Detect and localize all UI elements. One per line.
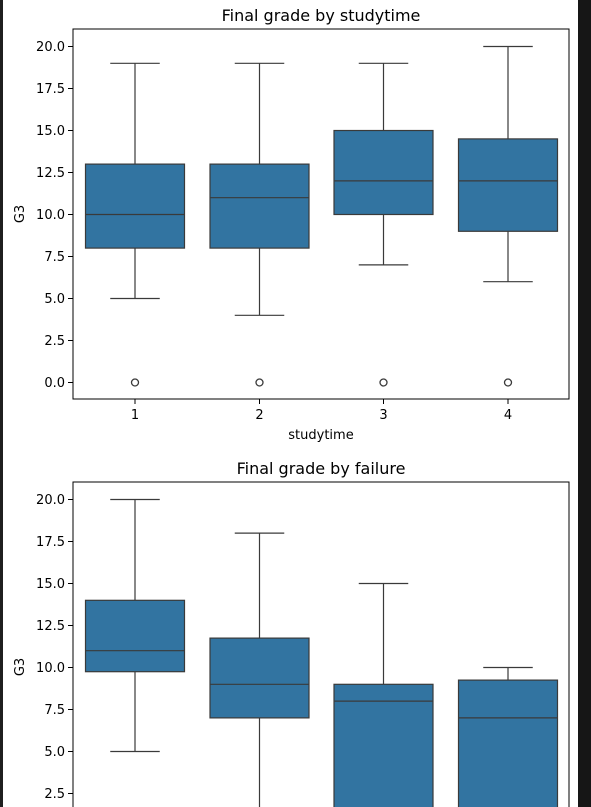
y-tick-label: 17.5: [36, 82, 65, 97]
y-tick-label: 10.0: [36, 661, 65, 676]
y-axis-label-2: G3: [13, 658, 28, 676]
box-iqr: [333, 129, 434, 216]
y-tick-label: 20.0: [36, 493, 65, 508]
y-tick-label: 15.0: [36, 577, 65, 592]
y-tick-label: 7.5: [44, 703, 65, 718]
box-iqr: [84, 599, 186, 673]
chart-title-1: Final grade by studytime: [222, 6, 421, 25]
box-iqr: [84, 163, 186, 249]
y-tick-label: 5.0: [44, 745, 65, 760]
chart-title-2: Final grade by failure: [237, 459, 406, 478]
y-tick-label: 2.5: [44, 334, 65, 349]
box-iqr: [209, 637, 310, 719]
y-tick-label: 7.5: [44, 250, 65, 265]
plot-area-1: 0.0 2.5 5.0 7.5 10.0 12.5 15.0 17.5 20.0 1 2 3 4: [36, 40, 559, 423]
outlier-point: [255, 378, 264, 387]
box-iqr: [333, 683, 434, 807]
box-iqr: [457, 679, 559, 807]
window-edge-left: [0, 0, 3, 807]
x-tick-label: 4: [504, 408, 512, 423]
y-tick-label: 0.0: [44, 376, 65, 391]
plot-frame-2: [72, 481, 570, 807]
outlier-point: [503, 378, 513, 387]
x-tick-label: 3: [379, 408, 387, 423]
box-iqr: [457, 138, 559, 232]
y-tick-label: 2.5: [44, 787, 65, 802]
x-tick-label: 2: [255, 408, 263, 423]
scrollbar-track[interactable]: [578, 0, 591, 807]
y-tick-label: 12.5: [36, 166, 65, 181]
y-tick-label: 12.5: [36, 619, 65, 634]
y-tick-label: 20.0: [36, 40, 65, 55]
plot-area-2: 2.5 5.0 7.5 10.0 12.5 15.0 17.5 20.0: [36, 493, 559, 807]
y-axis-label-1: G3: [13, 205, 28, 223]
y-tick-label: 5.0: [44, 292, 65, 307]
x-axis-label-1: studytime: [288, 428, 353, 443]
x-tick-label: 1: [131, 408, 139, 423]
box-iqr: [209, 163, 310, 249]
plot-frame-1: [72, 28, 570, 400]
y-tick-label: 10.0: [36, 208, 65, 223]
y-tick-label: 15.0: [36, 124, 65, 139]
y-tick-label: 17.5: [36, 535, 65, 550]
outlier-point: [130, 378, 140, 387]
outlier-point: [379, 378, 388, 387]
